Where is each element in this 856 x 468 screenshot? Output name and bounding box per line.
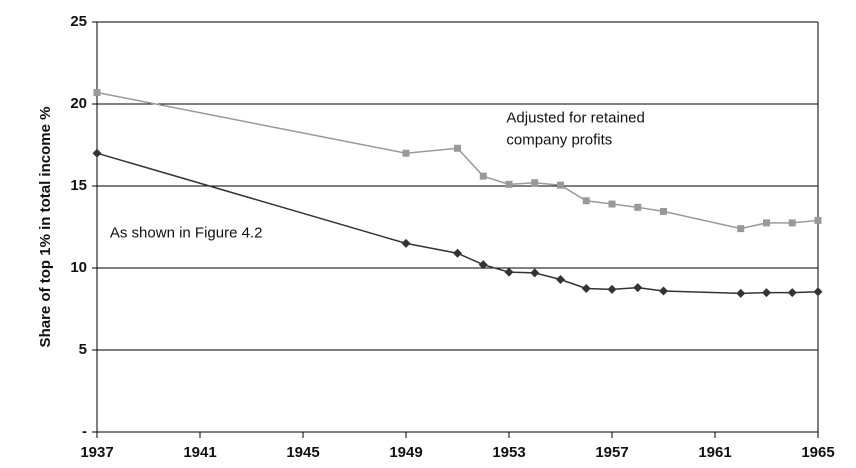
y-tick-label: 20 (70, 95, 87, 112)
y-axis-label: Share of top 1% in total income % (37, 107, 54, 348)
y-tick-label: - (82, 423, 87, 440)
marker (402, 149, 410, 157)
y-tick-label: 10 (70, 259, 87, 276)
marker (557, 181, 564, 189)
annotation: company profits (506, 132, 612, 149)
marker (659, 286, 668, 296)
marker (814, 216, 822, 224)
marker (736, 288, 746, 298)
x-tick-label: 1941 (183, 444, 216, 461)
marker (763, 219, 770, 227)
x-tick-label: 1961 (698, 444, 731, 461)
marker (633, 283, 643, 293)
marker (788, 219, 796, 227)
y-tick-label: 15 (70, 177, 87, 194)
y-tick-label: 5 (79, 341, 87, 358)
marker (92, 148, 102, 158)
x-tick-label: 1965 (801, 444, 834, 461)
marker (660, 207, 667, 215)
marker (531, 179, 539, 187)
x-tick-label: 1937 (80, 444, 113, 461)
annotation: As shown in Figure 4.2 (110, 225, 263, 242)
marker (505, 180, 513, 188)
marker (581, 284, 591, 293)
marker (479, 172, 487, 180)
marker (556, 274, 565, 284)
marker (454, 144, 461, 152)
marker (453, 248, 462, 258)
series-line (96, 152, 819, 295)
marker (504, 267, 514, 277)
marker (530, 268, 540, 278)
marker (608, 200, 616, 208)
marker (478, 260, 488, 270)
x-tick-label: 1953 (492, 444, 525, 461)
x-tick-label: 1949 (389, 444, 422, 461)
marker (93, 89, 101, 97)
marker (582, 197, 590, 205)
marker (813, 287, 823, 297)
series-line (96, 91, 819, 230)
marker (634, 203, 642, 211)
annotation: Adjusted for retained (506, 110, 644, 127)
marker (401, 238, 411, 248)
marker (737, 225, 745, 233)
y-tick-label: 25 (70, 13, 87, 30)
marker (607, 284, 617, 294)
x-tick-label: 1945 (286, 444, 319, 461)
marker (787, 288, 797, 298)
x-tick-label: 1957 (595, 444, 628, 461)
marker (762, 288, 771, 298)
